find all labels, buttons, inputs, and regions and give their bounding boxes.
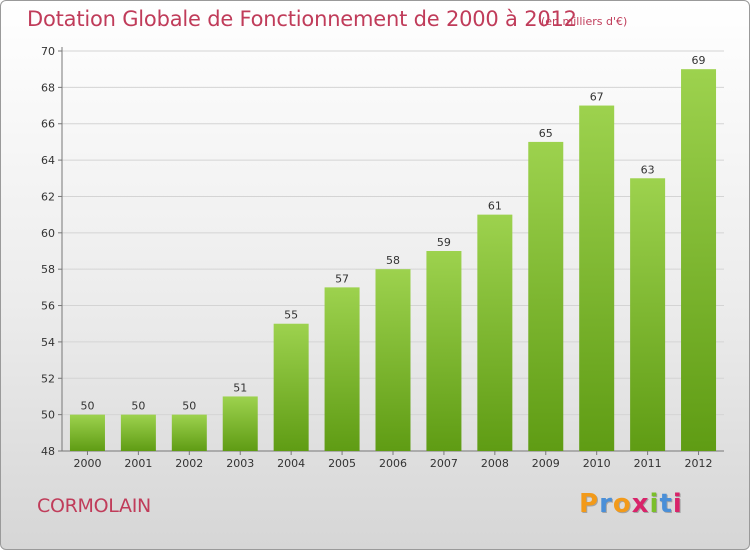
y-tick-label: 50 xyxy=(41,409,55,422)
bar xyxy=(375,269,411,451)
logo-letter: r xyxy=(599,489,613,519)
x-tick-label: 2009 xyxy=(532,457,560,470)
logo-letter: t xyxy=(659,489,673,519)
bar xyxy=(477,214,513,451)
bar xyxy=(120,414,156,451)
x-tick-label: 2003 xyxy=(226,457,254,470)
x-tick-label: 2012 xyxy=(685,457,713,470)
y-tick-label: 52 xyxy=(41,372,55,385)
y-tick-label: 68 xyxy=(41,81,55,94)
data-label: 51 xyxy=(233,381,247,394)
data-label: 57 xyxy=(335,272,349,285)
bar xyxy=(681,69,717,451)
bar xyxy=(222,396,258,451)
y-tick-label: 70 xyxy=(41,45,55,58)
x-tick-label: 2004 xyxy=(277,457,305,470)
logo-letter: P xyxy=(579,489,600,519)
commune-name: CORMOLAIN xyxy=(37,495,151,517)
data-label: 58 xyxy=(386,254,400,267)
data-label: 50 xyxy=(80,400,94,413)
logo-letter: i xyxy=(672,489,683,519)
x-tick-label: 2000 xyxy=(73,457,101,470)
x-tick-label: 2010 xyxy=(583,457,611,470)
y-tick-label: 64 xyxy=(41,154,55,167)
bar xyxy=(426,251,462,451)
y-tick-label: 62 xyxy=(41,190,55,203)
y-tick-label: 54 xyxy=(41,336,55,349)
y-tick-label: 48 xyxy=(41,445,55,458)
data-label: 65 xyxy=(539,127,553,140)
x-tick-label: 2008 xyxy=(481,457,509,470)
bar xyxy=(171,414,207,451)
data-label: 55 xyxy=(284,309,298,322)
x-tick-label: 2007 xyxy=(430,457,458,470)
x-tick-label: 2005 xyxy=(328,457,356,470)
chart-title: Dotation Globale de Fonctionnement de 20… xyxy=(27,7,577,31)
data-label: 50 xyxy=(131,400,145,413)
logo-letter: o xyxy=(612,489,632,519)
data-label: 67 xyxy=(590,91,604,104)
x-tick-label: 2001 xyxy=(124,457,152,470)
data-label: 59 xyxy=(437,236,451,249)
data-label: 63 xyxy=(641,163,655,176)
data-label: 50 xyxy=(182,400,196,413)
chart-subtitle: (en milliers d'€) xyxy=(541,15,628,28)
bar xyxy=(630,178,666,452)
logo-letter: x xyxy=(631,489,650,519)
y-tick-label: 56 xyxy=(41,300,55,313)
data-label: 69 xyxy=(692,54,706,67)
labels: 48 50 52 54 56 58 60 62 64 66 68 70 50 2000 50 2001 50 20… xyxy=(41,45,713,470)
bar xyxy=(579,105,615,451)
x-tick-label: 2002 xyxy=(175,457,203,470)
bar xyxy=(273,323,309,451)
x-tick-label: 2011 xyxy=(634,457,662,470)
proxiti-logo[interactable]: Proxiti xyxy=(579,489,683,519)
bar xyxy=(528,141,564,451)
x-tick-label: 2006 xyxy=(379,457,407,470)
bar xyxy=(324,287,360,451)
bars xyxy=(69,69,717,452)
logo-letter: i xyxy=(649,489,660,519)
y-tick-label: 60 xyxy=(41,227,55,240)
y-tick-label: 66 xyxy=(41,118,55,131)
y-tick-label: 58 xyxy=(41,263,55,276)
bar xyxy=(69,414,105,451)
data-label: 61 xyxy=(488,200,502,213)
